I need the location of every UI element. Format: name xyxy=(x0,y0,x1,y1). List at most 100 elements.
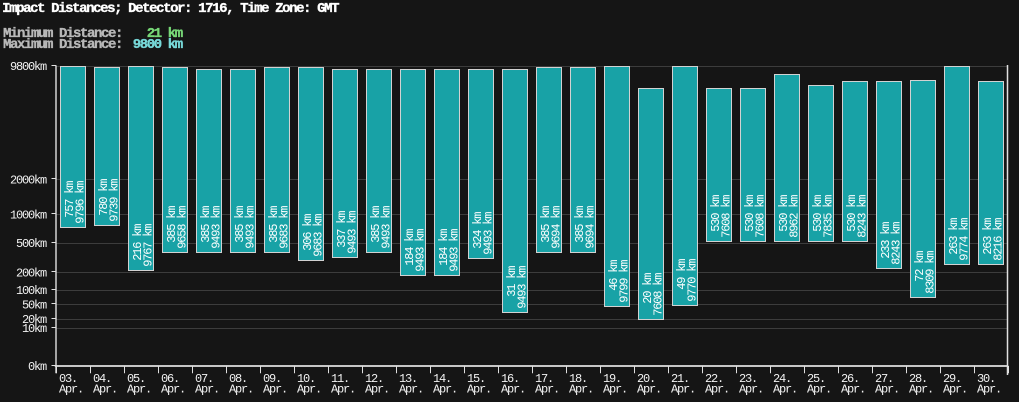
svg-text:Apr.: Apr. xyxy=(433,383,457,397)
svg-text:Minimum Distance:: Minimum Distance: xyxy=(3,26,122,42)
svg-text:Apr.: Apr. xyxy=(399,383,423,397)
svg-text:500km: 500km xyxy=(16,237,47,251)
svg-text:263 km: 263 km xyxy=(981,218,995,261)
svg-text:385 km: 385 km xyxy=(369,206,383,249)
svg-text:16.: 16. xyxy=(501,372,519,386)
svg-text:21.: 21. xyxy=(671,372,689,386)
svg-text:29.: 29. xyxy=(943,372,961,386)
svg-text:17.: 17. xyxy=(535,372,553,386)
svg-text:15.: 15. xyxy=(467,372,485,386)
svg-text:08.: 08. xyxy=(229,372,247,386)
svg-text:22.: 22. xyxy=(705,372,723,386)
svg-text:385 km: 385 km xyxy=(539,206,553,249)
svg-text:9694 km: 9694 km xyxy=(550,206,564,249)
svg-text:Apr.: Apr. xyxy=(909,383,933,397)
svg-text:9493 km: 9493 km xyxy=(414,229,428,272)
svg-text:07.: 07. xyxy=(195,372,213,386)
svg-text:11.: 11. xyxy=(331,372,349,386)
svg-text:Apr.: Apr. xyxy=(773,383,797,397)
svg-text:385 km: 385 km xyxy=(573,206,587,249)
svg-text:757 km: 757 km xyxy=(63,181,77,224)
svg-text:Apr.: Apr. xyxy=(365,383,389,397)
svg-text:9774 km: 9774 km xyxy=(958,218,972,261)
svg-text:Apr.: Apr. xyxy=(977,383,1001,397)
svg-text:Apr.: Apr. xyxy=(501,383,525,397)
svg-text:Impact Distances; Detector: 17: Impact Distances; Detector: 1716, Time Z… xyxy=(2,1,339,17)
svg-text:03.: 03. xyxy=(59,372,77,386)
svg-text:10.: 10. xyxy=(297,372,315,386)
svg-text:337 km: 337 km xyxy=(335,211,349,254)
svg-text:233 km: 233 km xyxy=(879,222,893,265)
svg-text:Apr.: Apr. xyxy=(705,383,729,397)
svg-text:9493 km: 9493 km xyxy=(210,206,224,249)
svg-text:530 km: 530 km xyxy=(709,195,723,238)
svg-text:216 km: 216 km xyxy=(131,224,145,267)
svg-text:Maximum Distance:: Maximum Distance: xyxy=(3,37,122,53)
svg-text:04.: 04. xyxy=(93,372,111,386)
svg-text:12.: 12. xyxy=(365,372,383,386)
svg-text:Apr.: Apr. xyxy=(671,383,695,397)
svg-text:Apr.: Apr. xyxy=(297,383,321,397)
svg-text:780 km: 780 km xyxy=(97,179,111,222)
svg-text:324 km: 324 km xyxy=(471,212,485,255)
svg-text:9493 km: 9493 km xyxy=(516,266,530,309)
svg-text:9493 km: 9493 km xyxy=(346,211,360,254)
svg-text:8243 km: 8243 km xyxy=(856,195,870,238)
svg-text:530 km: 530 km xyxy=(743,195,757,238)
svg-text:0km: 0km xyxy=(28,360,47,374)
svg-text:8962 km: 8962 km xyxy=(788,195,802,238)
svg-text:530 km: 530 km xyxy=(845,195,859,238)
svg-text:9493 km: 9493 km xyxy=(380,206,394,249)
svg-text:19.: 19. xyxy=(603,372,621,386)
svg-text:Apr.: Apr. xyxy=(195,383,219,397)
svg-text:10km: 10km xyxy=(22,322,47,336)
svg-text:385 km: 385 km xyxy=(199,206,213,249)
svg-text:26.: 26. xyxy=(841,372,859,386)
svg-text:530 km: 530 km xyxy=(811,195,825,238)
svg-text:23.: 23. xyxy=(739,372,757,386)
svg-text:Apr.: Apr. xyxy=(875,383,899,397)
svg-text:9683 km: 9683 km xyxy=(278,206,292,249)
svg-text:385 km: 385 km xyxy=(165,206,179,249)
svg-text:Apr.: Apr. xyxy=(841,383,865,397)
svg-text:9799 km: 9799 km xyxy=(618,260,632,303)
svg-text:72 km: 72 km xyxy=(913,251,927,294)
svg-text:13.: 13. xyxy=(399,372,417,386)
svg-text:Apr.: Apr. xyxy=(161,383,185,397)
svg-text:Apr.: Apr. xyxy=(331,383,355,397)
svg-text:1000km: 1000km xyxy=(10,209,47,223)
svg-text:9493 km: 9493 km xyxy=(448,229,462,272)
svg-text:385 km: 385 km xyxy=(233,206,247,249)
svg-text:8309 km: 8309 km xyxy=(924,251,938,294)
svg-text:7608 km: 7608 km xyxy=(652,273,666,316)
svg-text:20 km: 20 km xyxy=(641,273,655,316)
svg-text:06.: 06. xyxy=(161,372,179,386)
svg-text:184 km: 184 km xyxy=(403,229,417,272)
svg-text:46 km: 46 km xyxy=(607,260,621,303)
svg-text:9767 km: 9767 km xyxy=(142,224,156,267)
svg-text:8243 km: 8243 km xyxy=(890,222,904,265)
svg-text:49 km: 49 km xyxy=(675,259,689,302)
svg-text:25.: 25. xyxy=(807,372,825,386)
svg-text:184 km: 184 km xyxy=(437,229,451,272)
svg-text:50km: 50km xyxy=(22,298,47,312)
svg-text:31 km: 31 km xyxy=(505,266,519,309)
svg-text:9800 km: 9800 km xyxy=(133,37,183,53)
svg-text:2000km: 2000km xyxy=(10,174,47,188)
svg-text:27.: 27. xyxy=(875,372,893,386)
svg-text:200km: 200km xyxy=(16,267,47,281)
svg-text:306 km: 306 km xyxy=(301,214,315,257)
svg-text:385 km: 385 km xyxy=(267,206,281,249)
svg-text:24.: 24. xyxy=(773,372,791,386)
svg-text:7608 km: 7608 km xyxy=(720,195,734,238)
svg-text:9694 km: 9694 km xyxy=(584,206,598,249)
svg-text:28.: 28. xyxy=(909,372,927,386)
svg-text:14.: 14. xyxy=(433,372,451,386)
svg-text:7608 km: 7608 km xyxy=(754,195,768,238)
svg-text:9658 km: 9658 km xyxy=(176,206,190,249)
svg-text:Apr.: Apr. xyxy=(603,383,627,397)
svg-text:9493 km: 9493 km xyxy=(244,206,258,249)
svg-text:100km: 100km xyxy=(16,284,47,298)
svg-text:Apr.: Apr. xyxy=(569,383,593,397)
svg-text:Apr.: Apr. xyxy=(93,383,117,397)
